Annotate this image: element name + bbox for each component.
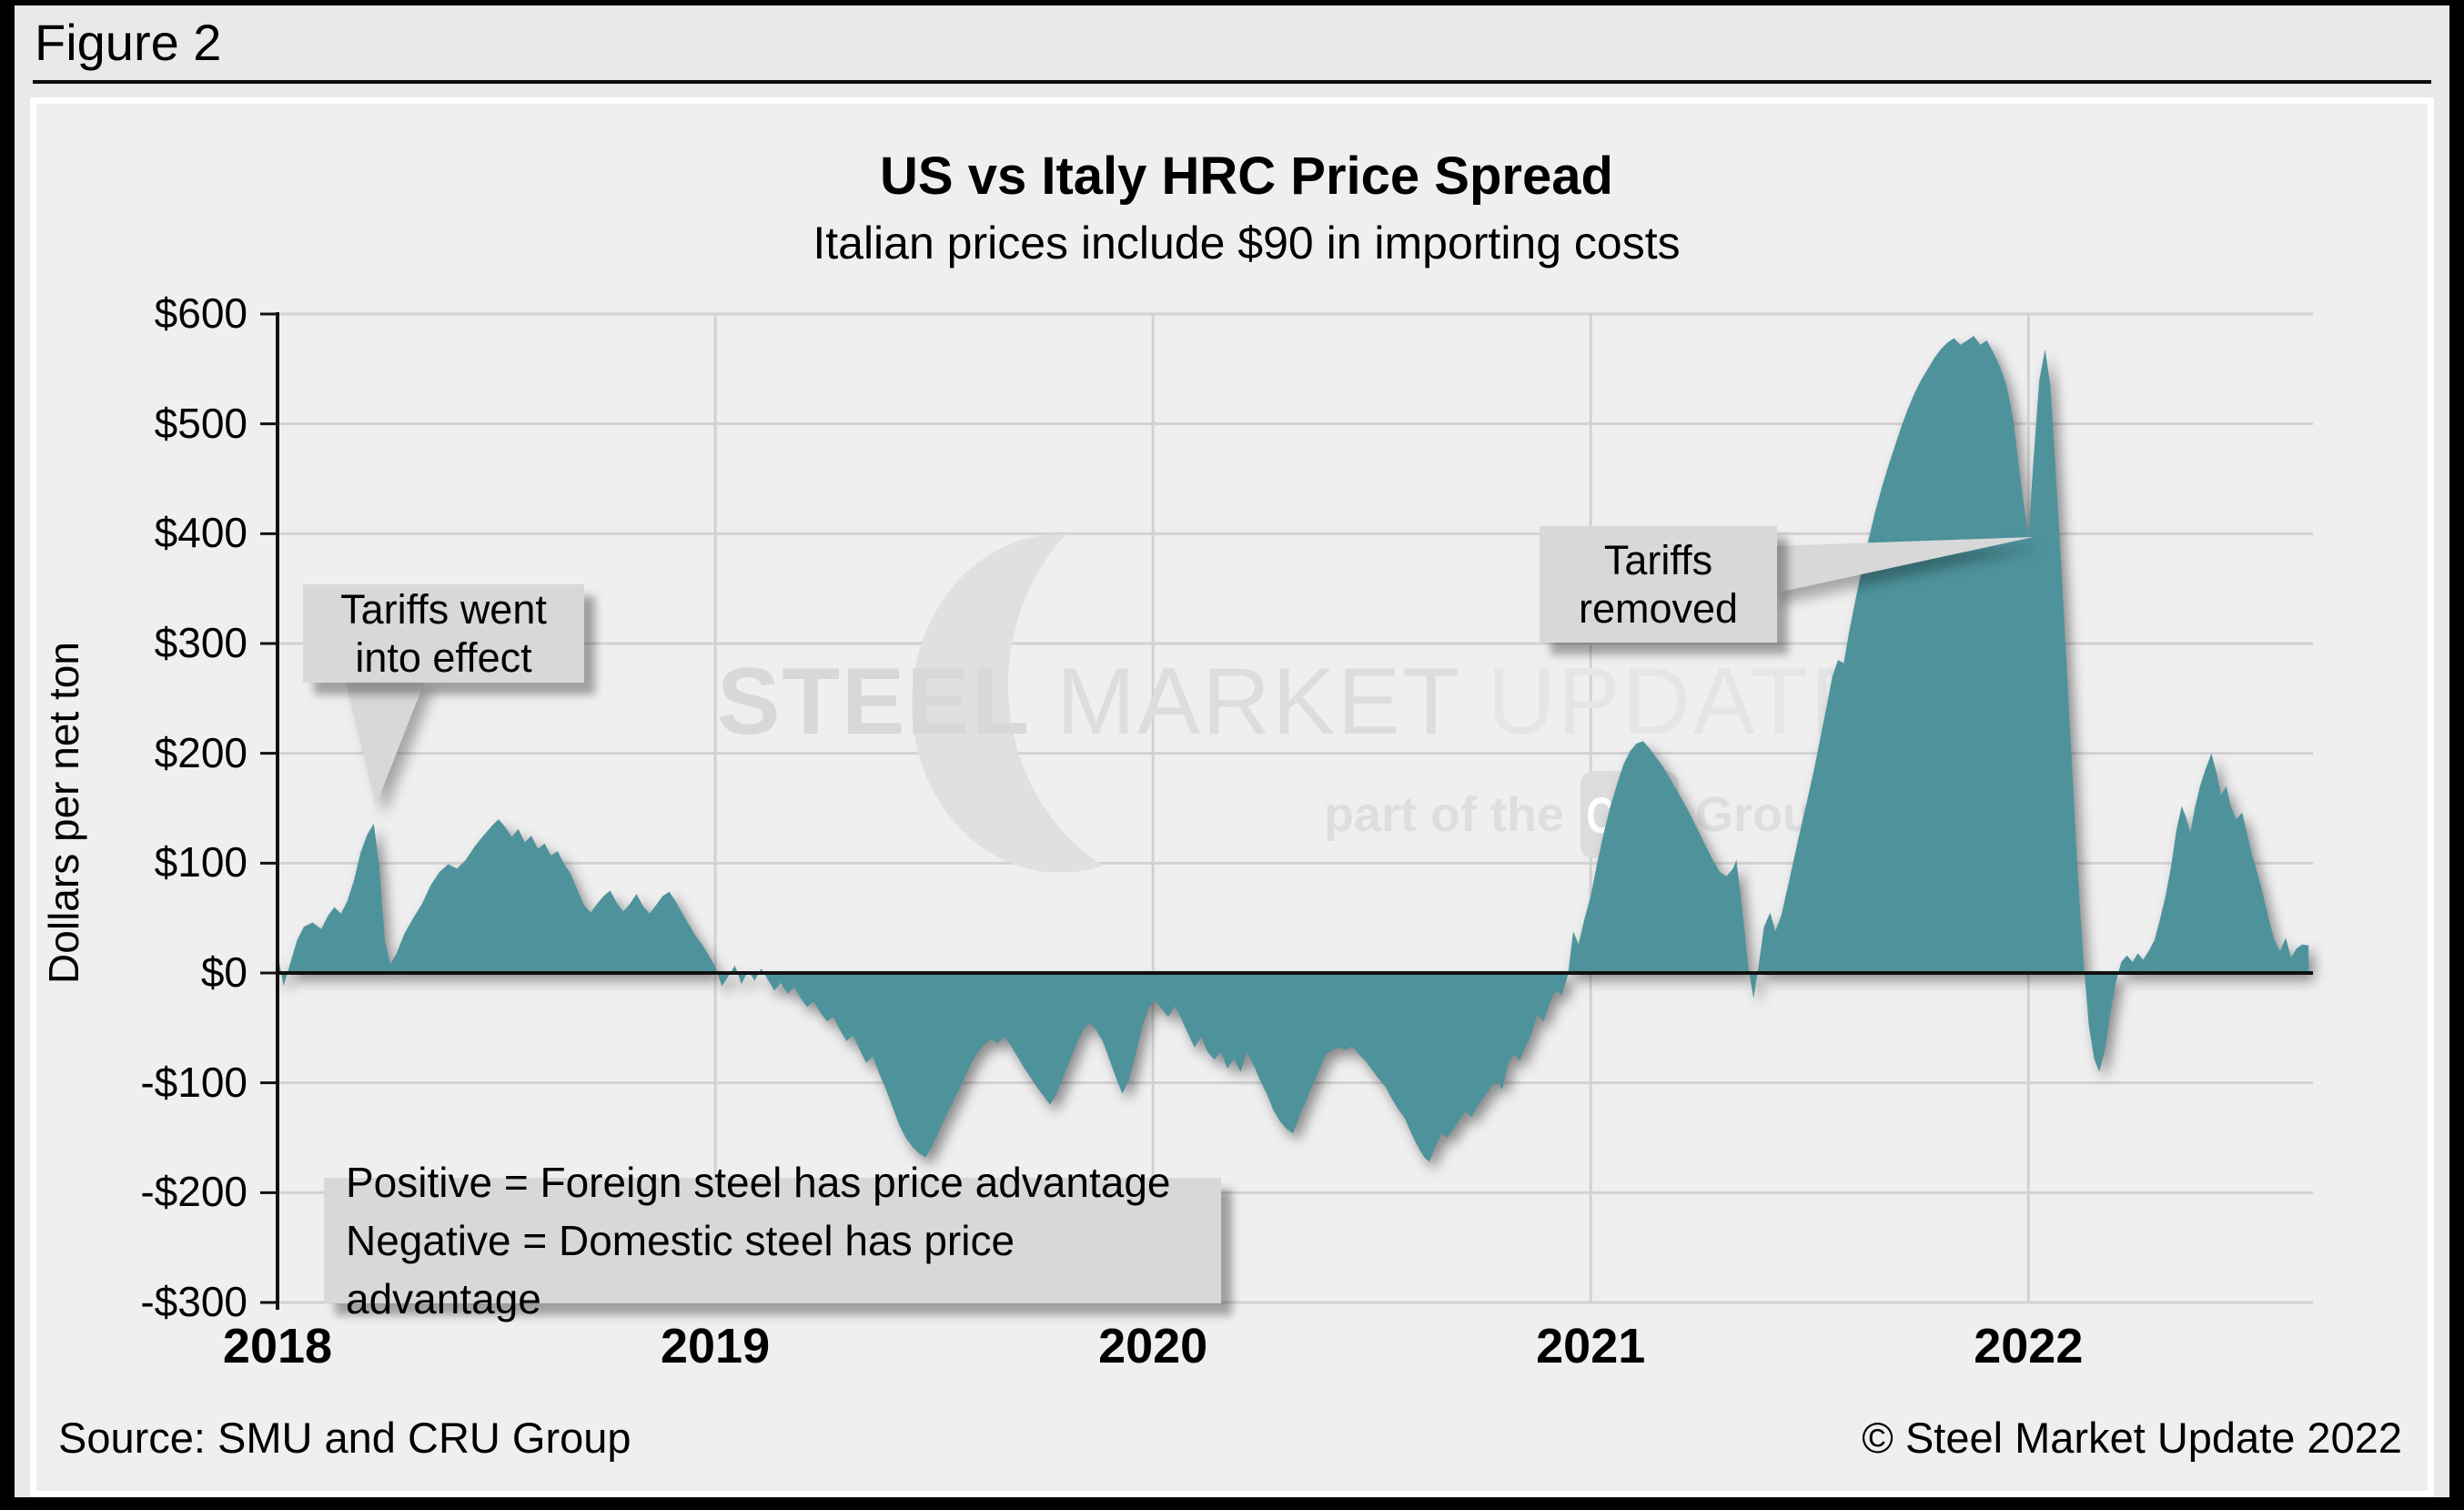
figure-label: Figure 2 (35, 14, 222, 71)
y-axis-title: Dollars per net ton (40, 642, 87, 984)
y-tick-label-0: $0 (200, 948, 247, 996)
x-tick-label-2018: 2018 (222, 1319, 333, 1373)
watermark-word-update: UPDATE (1487, 649, 1875, 755)
x-tick-label-2019: 2019 (660, 1319, 771, 1373)
y-tick-label--100: -$100 (140, 1058, 247, 1106)
chart-title: US vs Italy HRC Price Spread (880, 147, 1613, 206)
chart-subtitle: Italian prices include $90 in importing … (813, 218, 1681, 269)
y-tick-label-400: $400 (154, 509, 247, 557)
area-series-us-vs-italy-spread (278, 336, 2309, 1162)
annotation-tariffs-into-effect: Tariffs went into effect (303, 584, 584, 683)
x-tick-label-2020: 2020 (1098, 1319, 1208, 1373)
annotation-tariffs-removed: Tariffs removed (1540, 526, 1777, 643)
annotation-positive-negative-note: Positive = Foreign steel has price advan… (324, 1159, 1221, 1323)
y-tick-label-600: $600 (154, 289, 247, 337)
watermark-tagline-prefix: part of the (1324, 787, 1564, 842)
y-tick-label--300: -$300 (140, 1278, 247, 1325)
smu-crescent-logo-icon (912, 533, 1103, 872)
watermark-word-market: MARKET (1056, 649, 1462, 755)
source-note: Source: SMU and CRU Group (58, 1414, 631, 1462)
x-tick-label-2022: 2022 (1974, 1319, 2084, 1373)
watermark-wordmark: STEEL MARKET UPDATE (717, 648, 1875, 756)
watermark-word-steel: STEEL (717, 649, 1032, 755)
copyright-note: © Steel Market Update 2022 (1862, 1414, 2402, 1462)
header-rule (33, 80, 2431, 84)
y-tick-label--200: -$200 (140, 1168, 247, 1216)
x-tick-label-2021: 2021 (1536, 1319, 1646, 1373)
annotation-tail-tariffs-removed (1773, 537, 2034, 593)
y-tick-label-500: $500 (154, 399, 247, 447)
y-tick-label-200: $200 (154, 728, 247, 776)
y-tick-label-100: $100 (154, 838, 247, 887)
annotation-tail-tariffs-into-effect (346, 681, 425, 806)
y-tick-label-300: $300 (154, 619, 247, 666)
